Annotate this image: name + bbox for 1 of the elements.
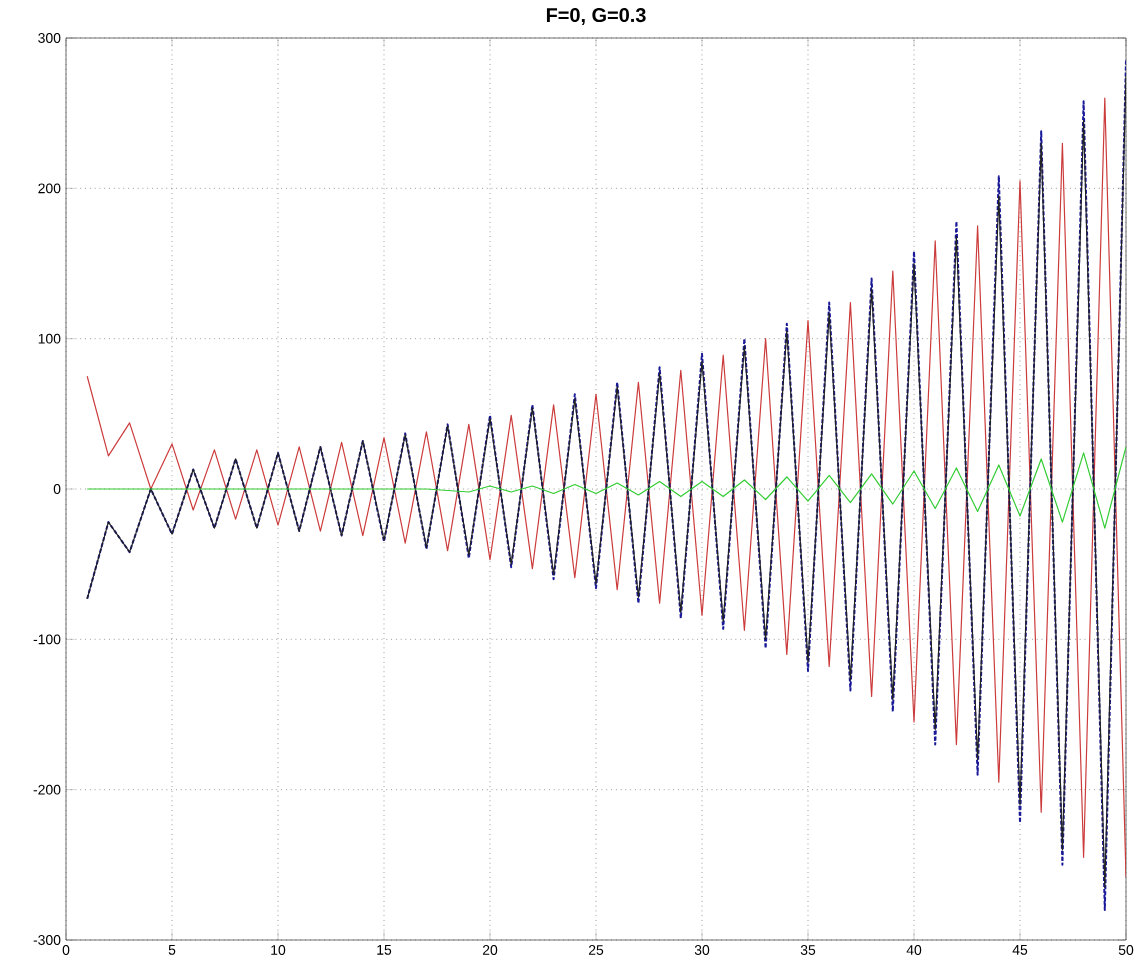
chart-title: F=0, G=0.3 <box>546 8 646 26</box>
